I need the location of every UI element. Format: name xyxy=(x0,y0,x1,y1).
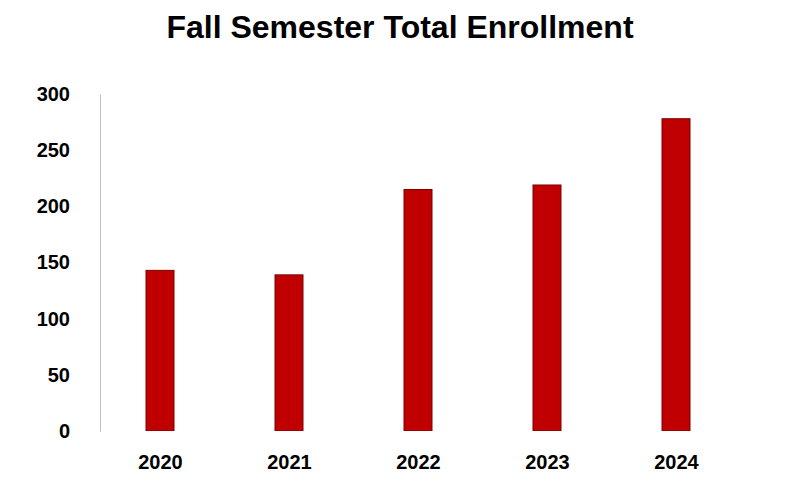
y-tick-label: 200 xyxy=(37,195,70,217)
y-tick-label: 100 xyxy=(37,308,70,330)
bar xyxy=(662,119,690,431)
y-axis: 0 50 100 150 200 250 300 xyxy=(37,83,101,442)
x-tick-label: 2021 xyxy=(267,451,312,473)
bar xyxy=(533,185,561,431)
x-tick-label: 2024 xyxy=(654,451,699,473)
y-tick-label: 300 xyxy=(37,83,70,105)
x-tick: 2020 xyxy=(138,431,183,473)
x-tick: 2024 xyxy=(654,431,699,473)
title: Fall Semester Total Enrollment xyxy=(166,9,633,45)
x-tick-label: 2020 xyxy=(138,451,183,473)
y-tick: 300 xyxy=(37,83,100,105)
x-tick: 2022 xyxy=(396,431,441,473)
y-tick: 50 xyxy=(48,364,100,386)
y-tick-label: 150 xyxy=(37,251,70,273)
y-axis-line xyxy=(100,95,101,432)
x-tick: 2023 xyxy=(525,431,570,473)
y-tick: 250 xyxy=(37,139,100,161)
bars xyxy=(146,119,690,431)
x-axis: 2020 2021 2022 2023 2024 xyxy=(138,431,699,473)
y-tick: 0 xyxy=(59,420,100,442)
y-tick: 150 xyxy=(37,251,100,273)
bar xyxy=(146,270,174,431)
y-tick: 200 xyxy=(37,195,100,217)
y-tick: 100 xyxy=(37,308,100,330)
y-tick-label: 50 xyxy=(48,364,70,386)
y-tick-label: 0 xyxy=(59,420,70,442)
x-tick: 2021 xyxy=(267,431,312,473)
y-tick-label: 250 xyxy=(37,139,70,161)
x-tick-label: 2022 xyxy=(396,451,441,473)
bar xyxy=(275,275,303,431)
chart: Fall Semester Total Enrollment 0 50 100 150 2… xyxy=(0,0,800,504)
x-tick-label: 2023 xyxy=(525,451,570,473)
bar xyxy=(404,189,432,431)
